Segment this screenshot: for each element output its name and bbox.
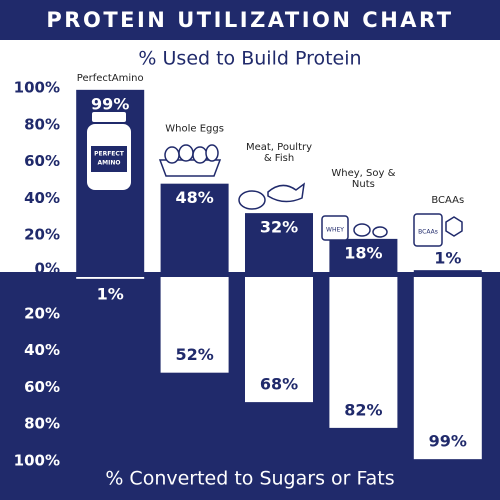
svg-text:WHEY: WHEY bbox=[326, 227, 344, 234]
y2-tick-label: 20% bbox=[24, 304, 60, 322]
value-label: 18% bbox=[344, 243, 382, 262]
value-label: 48% bbox=[175, 188, 213, 207]
y-tick-label: 40% bbox=[24, 189, 60, 207]
category-label: BCAAs bbox=[431, 195, 464, 206]
bar bbox=[160, 183, 229, 272]
y-tick-label: 0% bbox=[35, 260, 60, 278]
bar bbox=[245, 213, 313, 272]
category-label: PerfectAmino bbox=[77, 73, 144, 84]
value-label: 82% bbox=[344, 400, 382, 419]
category-label: Whole Eggs bbox=[165, 124, 224, 135]
y-tick-label: 20% bbox=[24, 226, 60, 244]
y-tick-label: 100% bbox=[14, 79, 60, 97]
y-tick-label: 60% bbox=[24, 152, 60, 170]
whey-icon: WHEY bbox=[321, 215, 388, 241]
bar bbox=[245, 277, 313, 403]
y-tick-label: 80% bbox=[24, 115, 60, 133]
y2-tick-label: 100% bbox=[14, 452, 60, 470]
bcaa-icon: BCAAs bbox=[413, 213, 463, 247]
svg-text:BCAAs: BCAAs bbox=[418, 229, 438, 236]
y2-tick-label: 40% bbox=[24, 341, 60, 359]
bar bbox=[329, 277, 398, 428]
lower-series-label: % Converted to Sugars or Fats bbox=[105, 468, 394, 490]
value-label: 32% bbox=[260, 218, 298, 237]
value-label: 1% bbox=[434, 249, 461, 268]
upper-series-label: % Used to Build Protein bbox=[138, 48, 361, 70]
eggs-icon bbox=[158, 144, 222, 177]
value-label: 99% bbox=[91, 94, 129, 113]
y2-tick-label: 80% bbox=[24, 415, 60, 433]
bar bbox=[160, 277, 229, 373]
meat-icon bbox=[238, 182, 305, 210]
bar bbox=[76, 277, 145, 279]
category-label: Meat, Poultry & Fish bbox=[246, 142, 312, 164]
svg-text:PERFECT: PERFECT bbox=[94, 151, 125, 158]
value-label: 1% bbox=[97, 284, 124, 303]
value-label: 99% bbox=[429, 432, 467, 451]
jar-icon: PERFECT AMINO bbox=[87, 112, 131, 190]
svg-text:AMINO: AMINO bbox=[98, 160, 121, 167]
y2-tick-label: 60% bbox=[24, 378, 60, 396]
category-label: Whey, Soy & Nuts bbox=[331, 168, 395, 190]
value-label: 52% bbox=[175, 345, 213, 364]
chart-title: PROTEIN UTILIZATION CHART bbox=[46, 8, 453, 32]
bar bbox=[413, 270, 482, 272]
bar bbox=[329, 238, 398, 272]
title-band bbox=[0, 0, 500, 40]
value-label: 68% bbox=[260, 375, 298, 394]
bar bbox=[413, 277, 482, 460]
